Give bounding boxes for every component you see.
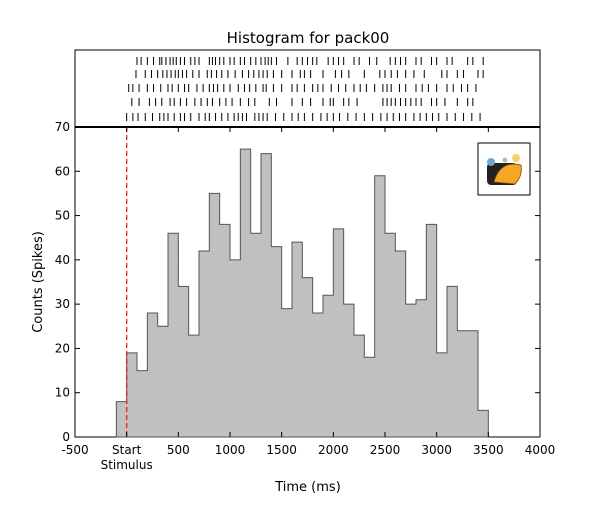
histogram-bar	[395, 251, 405, 437]
y-tick-label: 50	[55, 209, 70, 223]
x-tick-label: 1500	[266, 443, 297, 457]
y-tick-label: 20	[55, 341, 70, 355]
histogram-bar	[127, 353, 137, 437]
histogram-bar	[447, 286, 457, 437]
histogram-bar	[282, 309, 292, 437]
histogram-bar	[158, 326, 168, 437]
histogram-bar	[251, 233, 261, 437]
x-tick-label: Start	[112, 443, 142, 457]
histogram-bar	[416, 300, 426, 437]
x-axis-ticks: -500 Start 500 1000 1500 2000 2500 3000 3500 4000	[61, 127, 555, 457]
y-tick-label: 60	[55, 164, 70, 178]
histogram-bar	[344, 304, 354, 437]
y-tick-label: 30	[55, 297, 70, 311]
histogram-area	[115, 148, 489, 438]
histogram-bar	[271, 247, 281, 437]
histogram-bar	[457, 331, 467, 437]
x-tick-label: 2500	[370, 443, 401, 457]
y-axis-ticks: 0 10 20 30 40 50 60 70	[55, 120, 540, 444]
x-tick-label: 4000	[525, 443, 556, 457]
histogram-bar	[220, 224, 230, 437]
histogram-bar	[137, 371, 147, 437]
histogram-bar	[478, 410, 488, 437]
histogram-bar	[199, 251, 209, 437]
logo-badge	[477, 142, 531, 196]
y-tick-label: 40	[55, 253, 70, 267]
histogram-bar	[116, 402, 126, 437]
x-tick-label: 3000	[421, 443, 452, 457]
x-tick-label: 2000	[318, 443, 349, 457]
histogram-bar	[437, 353, 447, 437]
x-tick-label: 1000	[215, 443, 246, 457]
histogram-bar	[468, 331, 478, 437]
y-tick-label: 70	[55, 120, 70, 134]
taco-logo-icon	[487, 154, 522, 185]
histogram-bar	[209, 193, 219, 437]
histogram-bar	[313, 313, 323, 437]
histogram-bar	[240, 149, 250, 437]
histogram-bar	[333, 229, 343, 437]
histogram-bar	[354, 335, 364, 437]
x-axis-label: Time (ms)	[274, 480, 341, 495]
histogram-bar	[292, 242, 302, 437]
histogram-bar	[178, 286, 188, 437]
x-tick-label: 3500	[473, 443, 504, 457]
chart-title: Histogram for pack00	[227, 29, 390, 47]
histogram-bar	[189, 335, 199, 437]
stimulus-label: Stimulus	[101, 458, 153, 472]
histogram-bar	[168, 233, 178, 437]
histogram-bar	[261, 154, 271, 437]
x-tick-label: -500	[61, 443, 88, 457]
plot-area: -500 Start 500 1000 1500 2000 2500 3000 3500 4000…	[55, 120, 556, 457]
y-axis-label: Counts (Spikes)	[31, 231, 46, 333]
x-tick-label: 500	[167, 443, 190, 457]
raster-panel	[74, 49, 541, 128]
y-tick-label: 0	[62, 430, 70, 444]
histogram-bar	[147, 313, 157, 437]
histogram-bar	[323, 295, 333, 437]
histogram-bar	[406, 304, 416, 437]
histogram-bar	[375, 176, 385, 437]
histogram-bar	[302, 278, 312, 437]
histogram-bar	[230, 260, 240, 437]
histogram-bar	[364, 357, 374, 437]
y-tick-label: 10	[55, 386, 70, 400]
raster-ticks	[126, 57, 484, 121]
histogram-bar	[426, 224, 436, 437]
histogram-bar	[385, 233, 395, 437]
